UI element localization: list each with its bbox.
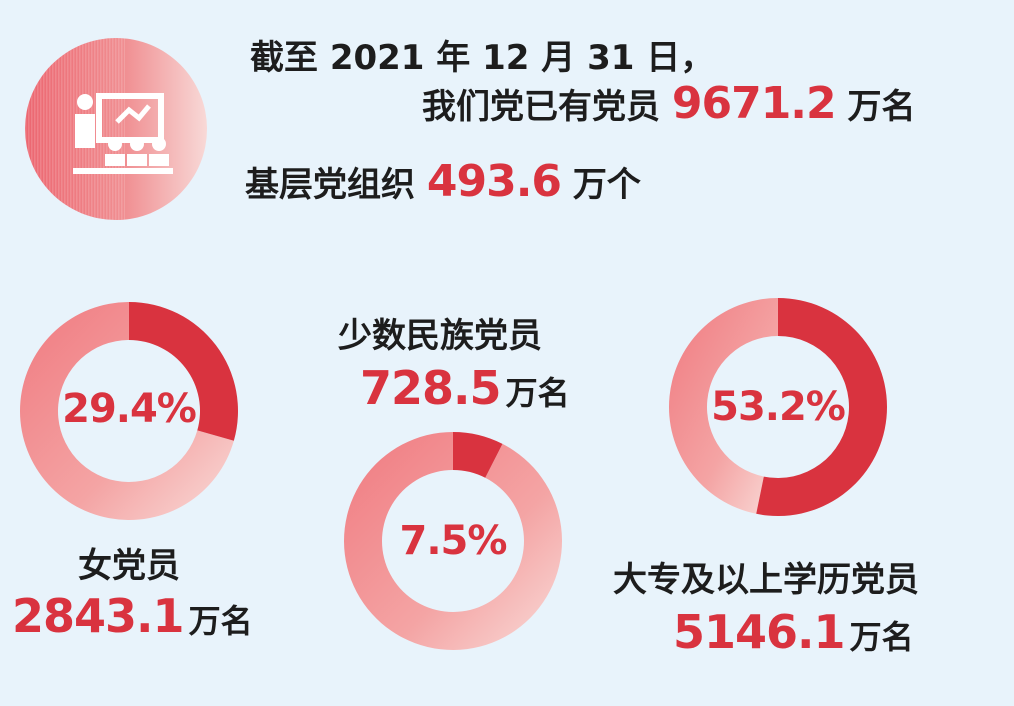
college-members-title: 大专及以上学历党员 (613, 560, 919, 600)
minority-members-caption: 少数民族党员 728.5 万名 (338, 308, 570, 415)
female-members-remaining-slice (19, 302, 234, 520)
organizations-unit: 万个 (572, 165, 641, 205)
college-members-value: 5146.1 (673, 605, 846, 659)
female-members-share-slice (129, 302, 238, 441)
college-members-percent: 53.2% (711, 384, 846, 430)
female-members-donut: 29.4% (19, 302, 238, 520)
female-members-unit: 万名 (188, 602, 253, 640)
minority-members-unit: 万名 (505, 374, 570, 412)
college-members-donut-svg (669, 298, 888, 516)
organizations-value: 493.6 (426, 156, 562, 207)
date-line: 截至 2021 年 12 月 31 日， (250, 38, 715, 78)
female-members-caption: 女党员 2843.1 万名 (12, 538, 253, 643)
members-line: 我们党已有党员 9671.2 万名 (422, 78, 915, 129)
minority-members-percent: 7.5% (399, 518, 508, 564)
college-members-unit: 万名 (849, 618, 914, 656)
female-members-percent: 29.4% (62, 386, 197, 432)
members-unit: 万名 (847, 87, 916, 127)
female-members-donut-svg (19, 302, 238, 520)
members-value: 9671.2 (671, 78, 837, 129)
members-prefix: 我们党已有党员 (422, 87, 660, 127)
minority-members-title: 少数民族党员 (338, 316, 542, 356)
organizations-line: 基层党组织 493.6 万个 (245, 156, 641, 207)
college-members-remaining-slice (669, 298, 778, 514)
minority-members-share-slice (453, 432, 503, 478)
female-members-title: 女党员 (78, 546, 180, 586)
minority-members-remaining-slice (344, 432, 562, 650)
classroom-icon (25, 38, 207, 220)
college-members-share-slice (756, 298, 888, 516)
college-members-caption: 大专及以上学历党员 5146.1 万名 (613, 552, 919, 659)
organizations-prefix: 基层党组织 (245, 165, 415, 205)
minority-members-value: 728.5 (360, 361, 502, 415)
minority-members-donut: 7.5% (344, 432, 562, 650)
college-members-donut: 53.2% (669, 298, 888, 516)
female-members-value: 2843.1 (12, 589, 185, 643)
minority-members-donut-svg (344, 432, 562, 650)
